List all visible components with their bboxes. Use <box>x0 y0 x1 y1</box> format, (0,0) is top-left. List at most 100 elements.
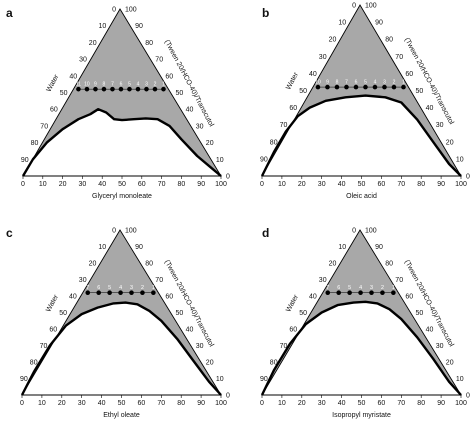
panel-letter: d <box>262 226 269 240</box>
bottom-tick-label: 20 <box>298 181 306 188</box>
water-axis-label: Water <box>46 73 61 93</box>
right-tick-label: 30 <box>436 122 444 129</box>
bottom-tick-label: 80 <box>417 400 425 407</box>
bottom-tick-label: 50 <box>358 181 366 188</box>
right-tick-label: 10 <box>456 376 464 383</box>
oil-axis-label: Glyceryl monoleate <box>92 193 152 200</box>
dilution-point-label: 4 <box>374 79 377 85</box>
water-axis-label: Water <box>45 293 60 313</box>
bottom-tick-label: 20 <box>59 181 67 188</box>
right-tick-label: 0 <box>466 393 470 400</box>
right-tick-label: 70 <box>395 54 403 61</box>
right-tick-label: 30 <box>436 343 444 350</box>
surfactant-axis-label: (Tween 20/HCO-40)/Transcutol <box>403 259 455 348</box>
right-tick-label: 20 <box>206 360 214 367</box>
dilution-point-label: 8 <box>336 79 339 85</box>
left-tick-label: 40 <box>69 294 77 301</box>
left-tick-label: 90 <box>260 156 268 163</box>
oil-axis-label: Ethyl oleate <box>103 412 140 419</box>
left-tick-label: 10 <box>99 23 107 30</box>
dilution-point-label: 7 <box>345 79 348 85</box>
right-tick-label: 30 <box>196 123 204 130</box>
right-tick-label: 60 <box>165 73 173 80</box>
right-tick-label: 70 <box>395 277 403 284</box>
dilution-point-label: 10 <box>315 79 321 85</box>
bottom-tick-label: 0 <box>260 181 264 188</box>
right-tick-label: 90 <box>135 23 143 30</box>
bottom-tick-label: 80 <box>177 400 185 407</box>
panel-letter: a <box>6 6 13 20</box>
left-tick-label: 20 <box>329 261 337 268</box>
right-tick-label: 40 <box>186 327 194 334</box>
oil-axis-label: Isopropyl myristate <box>332 412 391 419</box>
right-tick-label: 0 <box>226 393 230 400</box>
panel-b: 001090 102080 203070 304060 405050 506040 6070… <box>260 3 470 201</box>
left-tick-label: 60 <box>289 105 297 112</box>
bottom-tick-label: 70 <box>158 181 166 188</box>
dilution-point-label: 3 <box>383 79 386 85</box>
panel-letter: b <box>262 6 269 20</box>
surfactant-axis-label: (Tween 20/HCO-40)/Transcutol <box>163 259 215 348</box>
left-tick-label: 80 <box>270 139 278 146</box>
bottom-tick-label: 30 <box>79 181 87 188</box>
right-tick-label: 0 <box>466 174 470 181</box>
right-tick-label: 50 <box>176 310 184 317</box>
bottom-tick-label: 0 <box>260 400 264 407</box>
bottom-tick-label: 20 <box>298 400 306 407</box>
dilution-point-label: 4 <box>359 285 362 291</box>
left-tick-label: 70 <box>40 123 48 130</box>
bottom-tick-label: 60 <box>138 400 146 407</box>
bottom-tick-label: 30 <box>318 181 326 188</box>
bottom-tick-label: 60 <box>378 400 386 407</box>
left-tick-label: 50 <box>60 90 68 97</box>
right-tick-label: 10 <box>456 156 464 163</box>
left-tick-label: 30 <box>79 57 87 64</box>
left-tick-label: 0 <box>112 228 116 235</box>
bottom-tick-label: 40 <box>338 400 346 407</box>
left-tick-label: 80 <box>31 140 39 147</box>
left-tick-label: 60 <box>49 327 57 334</box>
bottom-tick-label: 40 <box>98 400 106 407</box>
right-tick-label: 30 <box>196 343 204 350</box>
right-tick-label: 20 <box>446 139 454 146</box>
dilution-point-label: 2 <box>154 82 157 88</box>
bottom-tick-label: 100 <box>215 181 227 188</box>
left-tick-label: 10 <box>98 244 106 251</box>
right-tick-label: 50 <box>416 310 424 317</box>
right-tick-label: 80 <box>385 37 393 44</box>
right-tick-label: 10 <box>216 157 224 164</box>
panel-letter: c <box>6 226 13 240</box>
right-tick-label: 50 <box>176 90 184 97</box>
dilution-point-label: 8 <box>103 82 106 88</box>
right-tick-label: 100 <box>125 228 137 235</box>
left-tick-label: 10 <box>338 244 346 251</box>
left-tick-label: 30 <box>319 54 327 61</box>
bottom-tick-label: 100 <box>455 400 467 407</box>
right-tick-label: 100 <box>365 3 377 10</box>
dilution-point-label: 6 <box>97 285 100 291</box>
bottom-tick-label: 0 <box>21 181 25 188</box>
dilution-point-label: 6 <box>120 82 123 88</box>
bottom-tick-label: 70 <box>157 400 165 407</box>
right-tick-label: 70 <box>155 57 163 64</box>
right-tick-label: 40 <box>186 107 194 114</box>
left-tick-label: 70 <box>280 343 288 350</box>
dilution-point-label: 3 <box>145 82 148 88</box>
bottom-tick-label: 80 <box>178 181 186 188</box>
oil-axis-label: Oleic acid <box>346 193 377 200</box>
bottom-tick-label: 90 <box>437 181 445 188</box>
left-tick-label: 40 <box>69 73 77 80</box>
dilution-point-label: 1 <box>402 79 405 85</box>
left-tick-label: 80 <box>270 360 278 367</box>
dilution-point-label: 11 <box>76 82 81 88</box>
left-tick-label: 30 <box>319 277 327 284</box>
bottom-tick-label: 40 <box>98 181 106 188</box>
left-tick-label: 60 <box>289 327 297 334</box>
dilution-point-label: 2 <box>141 285 144 291</box>
right-tick-label: 100 <box>365 228 377 235</box>
dilution-point-label: 9 <box>94 82 97 88</box>
right-tick-label: 40 <box>426 105 434 112</box>
left-tick-label: 0 <box>352 3 356 10</box>
dilution-point-label: 1 <box>392 285 395 291</box>
bottom-tick-label: 30 <box>78 400 86 407</box>
